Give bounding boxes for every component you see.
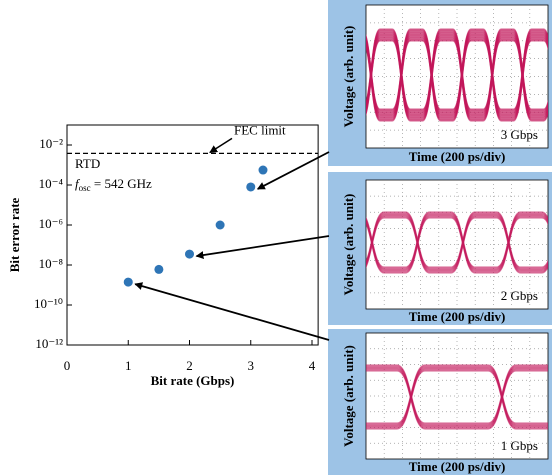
data-point [154, 265, 163, 274]
fec-limit-label: FEC limit [234, 122, 286, 137]
y-tick-label: 10⁻⁸ [39, 256, 64, 271]
osc-frequency: fosc = 542 GHz [75, 176, 152, 193]
osc-subscript: osc [79, 183, 91, 193]
device-label: RTD [75, 156, 100, 171]
x-tick-label: 1 [125, 358, 132, 373]
inset-rate: 3 Gbps [501, 127, 538, 142]
inset-y-label: Voltage (arb. unit) [341, 26, 356, 128]
x-axis-label: Bit rate (Gbps) [151, 373, 235, 388]
x-tick-label: 4 [309, 358, 316, 373]
data-point [185, 250, 194, 259]
y-tick-label: 10⁻⁶ [39, 216, 63, 231]
x-tick-label: 0 [64, 358, 71, 373]
plot-frame [67, 125, 318, 345]
y-tick-label: 10⁻¹² [35, 336, 63, 351]
data-point [259, 166, 268, 175]
data-point [246, 182, 255, 191]
osc-value: = 542 GHz [91, 176, 152, 191]
inset-y-label: Voltage (arb. unit) [341, 194, 356, 296]
y-tick-label: 10⁻² [39, 136, 63, 151]
inset-y-label: Voltage (arb. unit) [341, 345, 356, 447]
y-axis-label: Bit error rate [7, 197, 22, 272]
x-tick-label: 3 [248, 358, 255, 373]
fec-arrow [210, 138, 232, 152]
y-tick-label: 10⁻¹⁰ [34, 296, 63, 311]
y-tick-label: 10⁻⁴ [39, 176, 64, 191]
inset-rate: 1 Gbps [501, 438, 538, 453]
data-point [216, 221, 225, 230]
data-point [124, 278, 133, 287]
inset-rate: 2 Gbps [501, 288, 538, 303]
pointer-arrow [135, 284, 329, 340]
pointer-arrow [197, 236, 330, 256]
x-tick-label: 2 [186, 358, 193, 373]
inset-x-label: Time (200 ps/div) [409, 309, 506, 324]
figure: 0 1 2 3 4 10⁻¹² 10⁻¹⁰ 10⁻⁸ 10⁻⁶ 10⁻⁴ 10⁻² Bit rate … [0, 0, 552, 475]
inset-x-label: Time (200 ps/div) [409, 149, 506, 164]
inset-x-label: Time (200 ps/div) [409, 459, 506, 474]
